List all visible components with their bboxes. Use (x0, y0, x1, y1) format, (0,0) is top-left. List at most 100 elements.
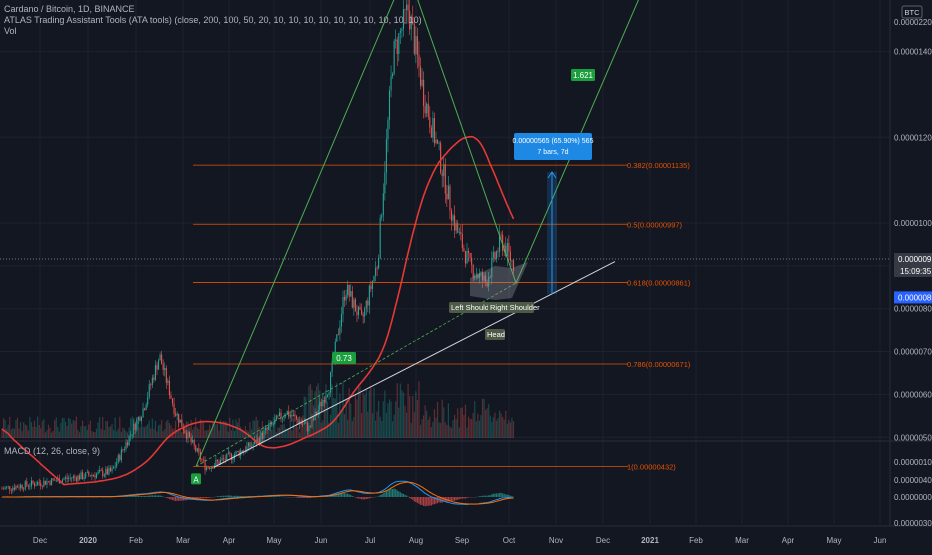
volume-bar (99, 417, 100, 438)
symbol-title[interactable]: Cardano / Bitcoin, 1D, BINANCE (4, 4, 422, 15)
macd-histogram-bar (369, 497, 370, 498)
volume-bar (496, 420, 497, 438)
candle-body (28, 485, 29, 486)
macd-histogram-bar (508, 495, 509, 497)
candle-body (77, 475, 78, 481)
macd-histogram-bar (170, 497, 171, 500)
volume-bar (76, 417, 77, 438)
volume-bar (290, 417, 291, 438)
volume-bar (480, 415, 481, 438)
macd-histogram-bar (483, 496, 484, 497)
candle-body (466, 251, 467, 263)
macd-histogram-bar (401, 493, 402, 497)
volume-bar (146, 426, 147, 438)
candle-body (342, 297, 343, 314)
volume-bar (338, 423, 339, 438)
volume-bar (102, 417, 103, 438)
candle-body (194, 440, 195, 446)
pattern-label: Left Should (451, 303, 489, 312)
volume-bar (77, 430, 78, 438)
volume-bar (82, 421, 83, 438)
macd-histogram-bar (418, 497, 419, 504)
candle-body (42, 486, 43, 487)
candle-body (217, 460, 218, 461)
candle-body (43, 481, 44, 487)
volume-bar (22, 431, 23, 438)
volume-bar (415, 391, 416, 438)
indicator-title[interactable]: ATLAS Trading Assistant Tools (ATA tools… (4, 15, 422, 26)
volume-title[interactable]: Vol (4, 26, 422, 37)
volume-bar (40, 428, 41, 438)
candle-body (68, 478, 69, 479)
macd-histogram-bar (404, 495, 405, 497)
candle-body (338, 334, 339, 335)
volume-bar (90, 421, 91, 438)
time-tick-label: May (266, 536, 281, 545)
candle-body (440, 143, 441, 172)
volume-bar (43, 419, 44, 438)
candle-body (172, 399, 173, 404)
macd-histogram-bar (428, 497, 429, 506)
candle-body (259, 438, 260, 443)
macd-legend[interactable]: MACD (12, 26, close, 9) (4, 446, 100, 456)
macd-histogram-bar (239, 496, 240, 497)
candle-body (153, 378, 154, 380)
volume-bar (108, 427, 109, 438)
macd-histogram-bar (350, 495, 351, 497)
macd-histogram-bar (457, 497, 458, 500)
macd-histogram-bar (220, 496, 221, 497)
volume-bar (414, 412, 415, 438)
volume-bar (263, 430, 264, 438)
candle-body (147, 397, 148, 405)
candle-body (96, 474, 97, 478)
candle-body (119, 455, 120, 460)
volume-bar (135, 432, 136, 438)
candle-body (170, 395, 171, 398)
candle-body (163, 364, 164, 370)
volume-bar (288, 430, 289, 438)
volume-bar (341, 412, 342, 438)
candle-body (418, 55, 419, 67)
macd-histogram-bar (488, 495, 489, 497)
volume-bar (149, 421, 150, 438)
candle-body (370, 286, 371, 289)
price-tick-label: 0.00000300 (894, 519, 932, 528)
volume-bar (332, 384, 333, 438)
macd-histogram-bar (206, 497, 207, 498)
macd-histogram-bar (279, 496, 280, 497)
volume-bar (439, 423, 440, 438)
candle-body (293, 415, 294, 417)
macd-histogram-bar (142, 496, 143, 497)
volume-bar (59, 431, 60, 438)
candle-body (74, 476, 75, 477)
volume-bar (183, 431, 184, 438)
volume-bar (490, 416, 491, 438)
volume-bar (144, 427, 145, 438)
candle-body (51, 478, 52, 484)
volume-bar (443, 407, 444, 438)
volume-bar (429, 417, 430, 438)
volume-bar (29, 417, 30, 438)
candle-body (336, 334, 337, 341)
volume-bar (197, 428, 198, 438)
harmonic-ratio-label: 0.73 (336, 354, 352, 363)
macd-histogram-bar (429, 497, 430, 506)
macd-histogram-bar (466, 497, 467, 498)
volume-bar (101, 429, 102, 438)
candle-body (144, 408, 145, 409)
harmonic-ratio-label: 1.621 (573, 71, 594, 80)
macd-histogram-bar (198, 497, 199, 498)
macd-histogram-bar (386, 491, 387, 497)
volume-bar (107, 421, 108, 438)
volume-bar (12, 428, 13, 438)
candle-body (22, 485, 23, 489)
candle-body (218, 461, 219, 464)
candle-body (12, 488, 13, 491)
volume-bar (180, 430, 181, 438)
volume-bar (363, 393, 364, 438)
macd-histogram-bar (222, 496, 223, 497)
volume-bar (470, 419, 471, 438)
